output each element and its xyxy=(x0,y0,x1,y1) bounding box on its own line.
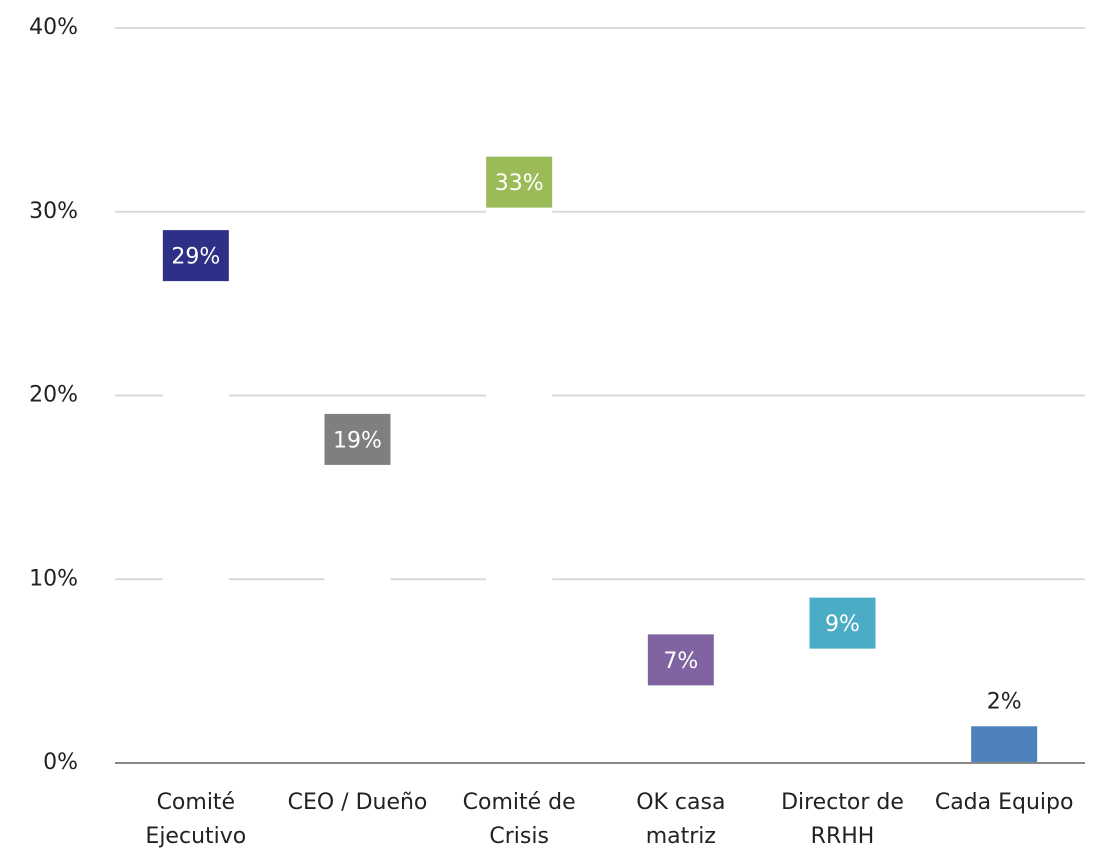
label-box xyxy=(486,156,553,208)
y-tick-label: 40% xyxy=(29,15,78,40)
label-box xyxy=(324,413,391,465)
data-label: 7% xyxy=(663,649,698,674)
y-tick-label: 10% xyxy=(29,566,78,591)
bar xyxy=(162,230,229,763)
x-tick-label: OK casa matriz xyxy=(636,790,726,849)
x-tick-label: Comité de Crisis xyxy=(462,790,576,849)
data-label: 19% xyxy=(333,428,382,453)
label-box xyxy=(647,634,714,686)
x-tick-label: Cada Equipo xyxy=(934,790,1074,815)
x-tick-label: CEO / Dueño xyxy=(287,790,428,815)
x-tick-label: Director de RRHH xyxy=(781,790,904,849)
x-tick-label: Comité Ejecutivo xyxy=(145,790,247,849)
y-tick-label: 20% xyxy=(29,383,78,408)
bar xyxy=(324,413,391,763)
y-tick-label: 30% xyxy=(29,199,78,224)
bar xyxy=(486,156,553,763)
data-label: 33% xyxy=(495,171,544,196)
data-label: 2% xyxy=(987,689,1022,714)
data-label: 9% xyxy=(825,612,860,637)
y-tick-label: 0% xyxy=(43,750,78,775)
label-box xyxy=(809,597,876,649)
bar xyxy=(971,726,1038,763)
data-label: 29% xyxy=(171,245,220,270)
label-box xyxy=(162,230,229,282)
